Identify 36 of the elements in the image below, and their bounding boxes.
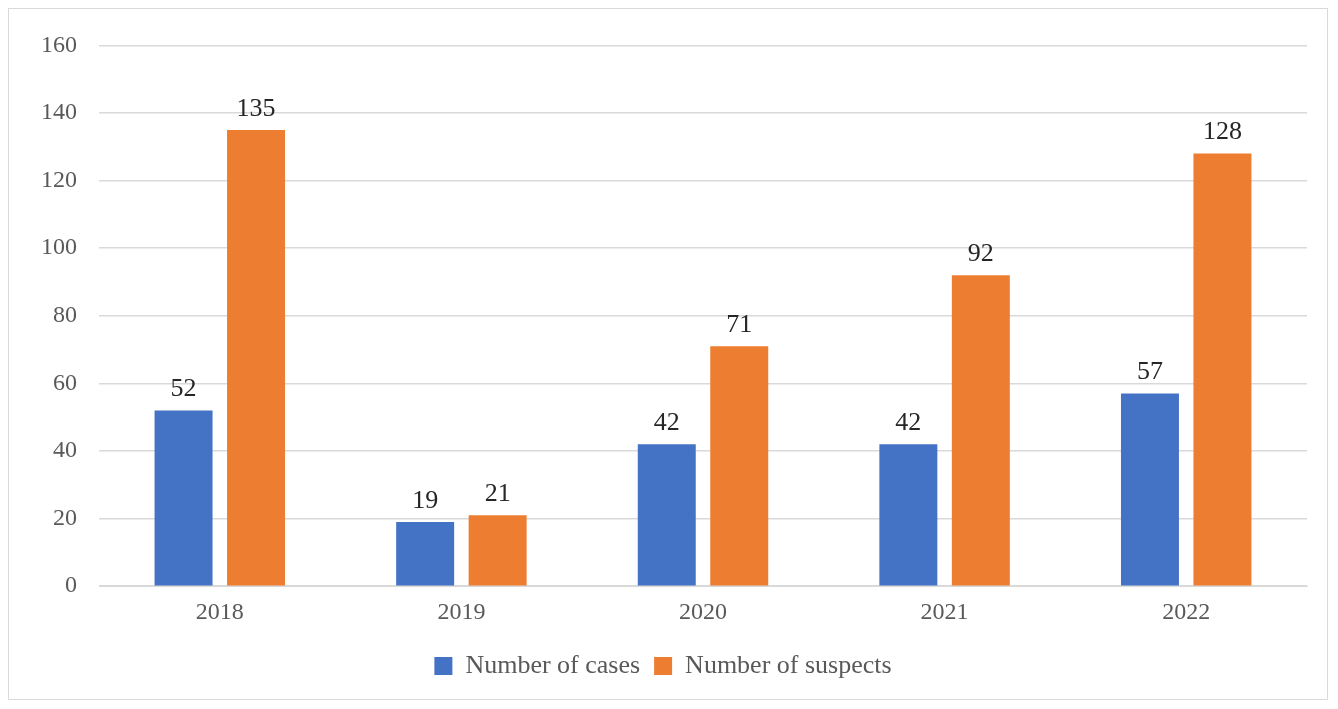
- bar: [1120, 393, 1179, 586]
- data-label: 42: [653, 407, 680, 437]
- y-tick-label: 60: [53, 368, 77, 395]
- legend-label: Number of suspects: [685, 649, 892, 679]
- bar: [637, 444, 696, 586]
- bar: [227, 129, 286, 586]
- x-tick-label: 2018: [195, 597, 244, 624]
- data-label: 42: [895, 407, 922, 437]
- y-tick-label: 120: [41, 165, 77, 192]
- y-tick-label: 100: [41, 233, 77, 260]
- y-tick-label: 80: [53, 301, 77, 328]
- y-tick-label: 0: [65, 571, 77, 598]
- y-tick-label: 40: [53, 436, 77, 463]
- data-label: 19: [412, 484, 439, 514]
- bar: [1193, 153, 1252, 586]
- x-tick-label: 2022: [1162, 597, 1211, 624]
- data-label: 135: [236, 92, 276, 122]
- bar: [154, 410, 213, 586]
- bar: [879, 444, 938, 586]
- y-tick-label: 20: [53, 503, 77, 530]
- data-label: 21: [484, 478, 511, 508]
- x-tick-label: 2021: [920, 597, 969, 624]
- data-label: 92: [967, 238, 994, 268]
- data-label: 128: [1202, 116, 1242, 146]
- y-tick-label: 140: [41, 98, 77, 125]
- data-label: 57: [1136, 356, 1163, 386]
- bar: [468, 515, 527, 586]
- data-label: 71: [726, 309, 753, 339]
- data-label: 52: [170, 373, 197, 403]
- bar: [710, 346, 769, 586]
- x-tick-label: 2019: [437, 597, 486, 624]
- bar: [396, 521, 455, 586]
- y-tick-label: 160: [41, 30, 77, 57]
- bar: [951, 275, 1010, 586]
- legend-label: Number of cases: [465, 649, 641, 679]
- x-tick-label: 2020: [679, 597, 727, 624]
